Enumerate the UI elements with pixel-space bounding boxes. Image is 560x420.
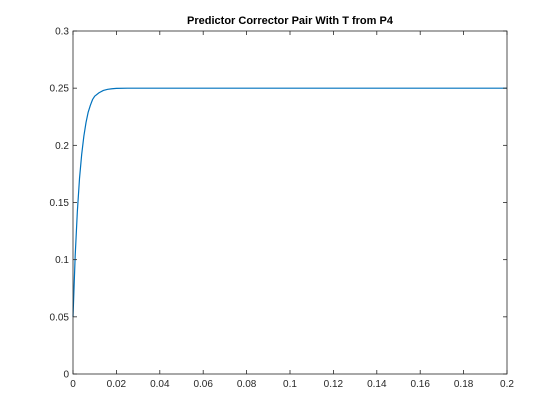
y-tick-label: 0.25 [50,84,70,95]
x-tick-label: 0.14 [367,379,387,390]
x-tick-label: 0.12 [324,379,344,390]
y-tick-label: 0.05 [50,312,70,323]
y-tick-label: 0.1 [55,255,69,266]
x-tick-label: 0 [70,379,76,390]
y-tick-label: 0 [63,370,69,381]
y-tick-label: 0.2 [55,141,69,152]
x-tick-label: 0.18 [454,379,474,390]
x-tick-label: 0.08 [237,379,257,390]
y-tick-label: 0.3 [55,27,69,38]
x-tick-label: 0.06 [193,379,213,390]
plot-area [73,31,507,374]
axes-layer: 0 0.02 0.04 0.06 0.08 0.1 0.12 0.14 0.16 0.18 0.2 0… [50,27,515,391]
chart-title: Predictor Corrector Pair With T from P4 [187,15,394,27]
x-tick-label: 0.2 [500,379,514,390]
y-tick-label: 0.15 [50,198,70,209]
series-layer [72,87,507,317]
x-tick-label: 0.1 [283,379,297,390]
series-line-1 [72,87,507,317]
x-tick-label: 0.04 [150,379,170,390]
x-tick-label: 0.16 [410,379,430,390]
x-tick-label: 0.02 [107,379,127,390]
